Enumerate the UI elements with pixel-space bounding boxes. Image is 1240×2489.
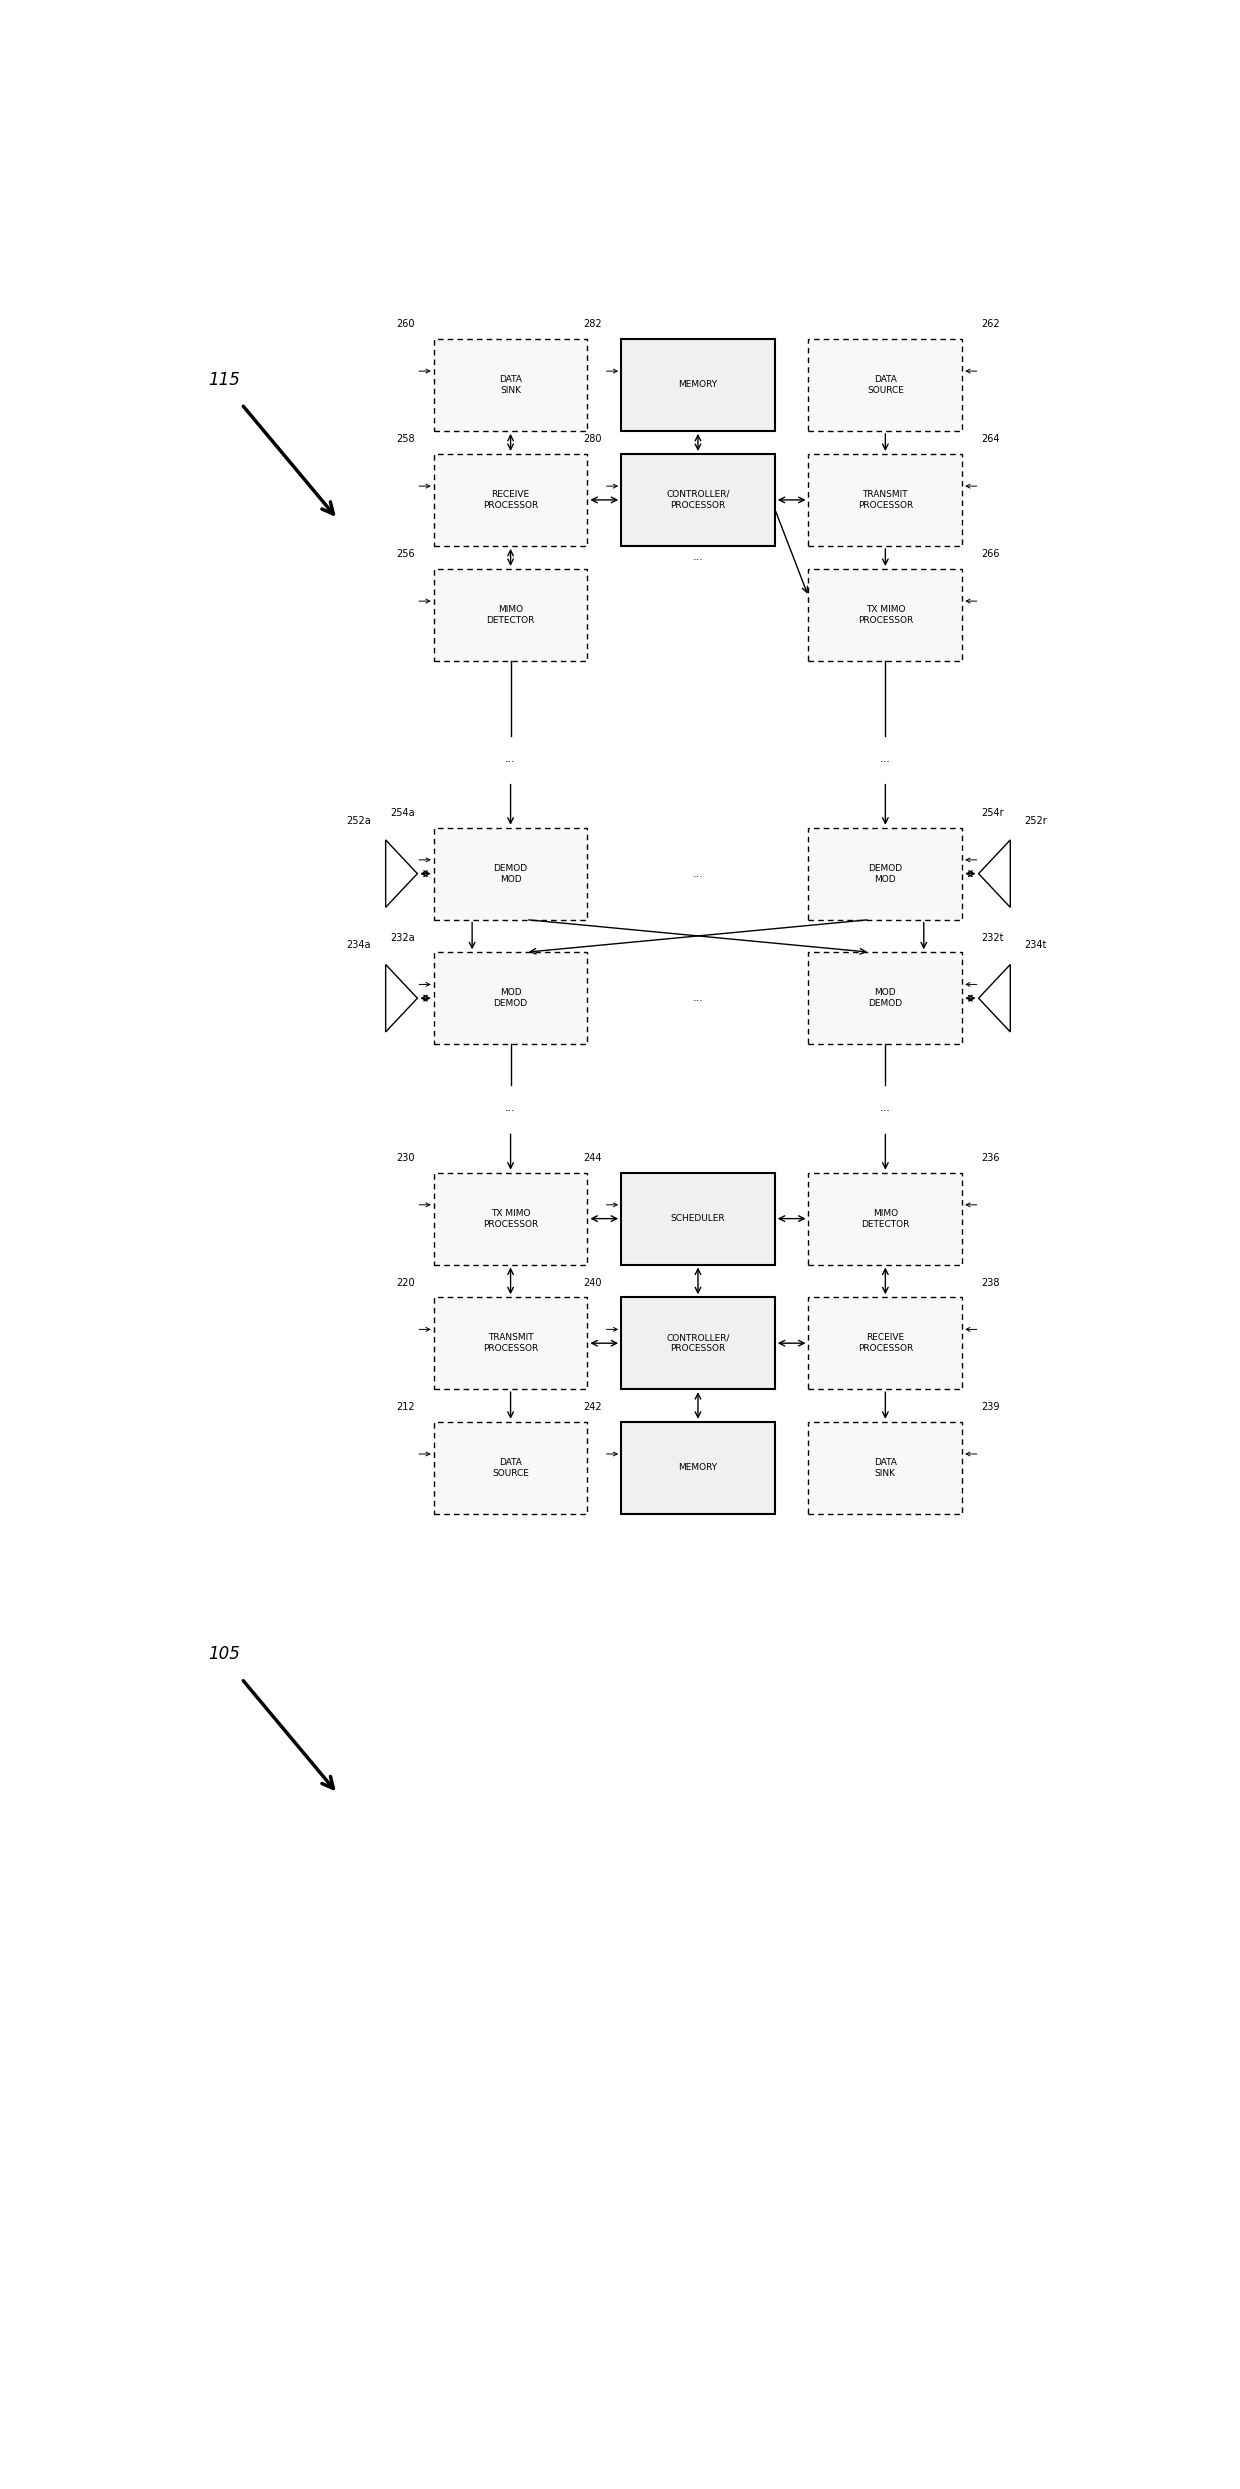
Text: 115: 115	[208, 371, 239, 388]
Text: 232t: 232t	[982, 933, 1004, 943]
Bar	[808, 339, 962, 431]
Bar	[621, 1172, 775, 1264]
Bar	[621, 1297, 775, 1389]
Text: ...: ...	[880, 1103, 890, 1113]
Text: DEMOD
MOD: DEMOD MOD	[494, 864, 528, 884]
Text: ...: ...	[692, 553, 703, 563]
Bar	[434, 339, 588, 431]
Text: CONTROLLER/
PROCESSOR: CONTROLLER/ PROCESSOR	[666, 1334, 729, 1354]
Bar	[434, 570, 588, 662]
Text: ...: ...	[505, 754, 516, 764]
Text: ...: ...	[692, 869, 703, 879]
Text: 230: 230	[396, 1152, 414, 1162]
Bar	[808, 1297, 962, 1389]
Text: RECEIVE
PROCESSOR: RECEIVE PROCESSOR	[482, 490, 538, 510]
Bar	[434, 829, 588, 918]
Bar	[621, 453, 775, 545]
Bar	[808, 1172, 962, 1264]
Text: TRANSMIT
PROCESSOR: TRANSMIT PROCESSOR	[482, 1334, 538, 1354]
Text: MOD
DEMOD: MOD DEMOD	[868, 988, 903, 1008]
Bar	[808, 1421, 962, 1513]
Bar	[434, 1172, 588, 1264]
Text: 242: 242	[583, 1401, 601, 1411]
Bar	[808, 570, 962, 662]
Text: 262: 262	[982, 319, 1001, 329]
Text: 266: 266	[982, 550, 999, 560]
Text: 254r: 254r	[982, 809, 1004, 819]
Text: 252r: 252r	[1024, 816, 1048, 826]
Text: MIMO
DETECTOR: MIMO DETECTOR	[861, 1210, 910, 1230]
Bar	[808, 953, 962, 1045]
Text: 234a: 234a	[347, 941, 371, 951]
Bar	[434, 953, 588, 1045]
Text: 239: 239	[982, 1401, 999, 1411]
Text: 256: 256	[396, 550, 414, 560]
Bar	[434, 453, 588, 545]
Text: 232a: 232a	[389, 933, 414, 943]
Text: DEMOD
MOD: DEMOD MOD	[868, 864, 903, 884]
Text: 280: 280	[583, 436, 601, 446]
Text: MEMORY: MEMORY	[678, 381, 718, 388]
Text: 240: 240	[583, 1277, 601, 1287]
Text: 282: 282	[583, 319, 601, 329]
Text: SCHEDULER: SCHEDULER	[671, 1215, 725, 1222]
Text: ...: ...	[880, 754, 890, 764]
Bar	[621, 1421, 775, 1513]
Text: CONTROLLER/
PROCESSOR: CONTROLLER/ PROCESSOR	[666, 490, 729, 510]
Text: 258: 258	[396, 436, 414, 446]
Text: 264: 264	[982, 436, 999, 446]
Text: DATA
SINK: DATA SINK	[874, 1459, 897, 1478]
Text: 236: 236	[982, 1152, 999, 1162]
Bar	[621, 339, 775, 431]
Bar	[808, 453, 962, 545]
Bar	[808, 829, 962, 918]
Bar	[434, 1421, 588, 1513]
Text: DATA
SOURCE: DATA SOURCE	[867, 376, 904, 396]
Text: RECEIVE
PROCESSOR: RECEIVE PROCESSOR	[858, 1334, 913, 1354]
Text: 260: 260	[396, 319, 414, 329]
Bar	[434, 1297, 588, 1389]
Text: TRANSMIT
PROCESSOR: TRANSMIT PROCESSOR	[858, 490, 913, 510]
Text: ...: ...	[505, 1103, 516, 1113]
Text: TX MIMO
PROCESSOR: TX MIMO PROCESSOR	[858, 605, 913, 625]
Text: ...: ...	[692, 993, 703, 1003]
Text: 212: 212	[396, 1401, 414, 1411]
Text: 254a: 254a	[389, 809, 414, 819]
Text: 220: 220	[396, 1277, 414, 1287]
Text: DATA
SINK: DATA SINK	[500, 376, 522, 396]
Text: 238: 238	[982, 1277, 999, 1287]
Text: MEMORY: MEMORY	[678, 1464, 718, 1473]
Text: MOD
DEMOD: MOD DEMOD	[494, 988, 528, 1008]
Text: 252a: 252a	[346, 816, 371, 826]
Text: 244: 244	[583, 1152, 601, 1162]
Text: 105: 105	[208, 1645, 239, 1663]
Text: DATA
SOURCE: DATA SOURCE	[492, 1459, 529, 1478]
Text: 234t: 234t	[1024, 941, 1047, 951]
Text: TX MIMO
PROCESSOR: TX MIMO PROCESSOR	[482, 1210, 538, 1230]
Text: MIMO
DETECTOR: MIMO DETECTOR	[486, 605, 534, 625]
